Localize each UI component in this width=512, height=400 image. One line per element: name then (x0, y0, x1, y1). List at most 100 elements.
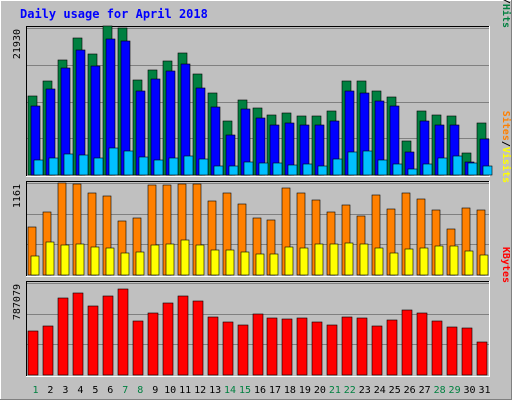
bar-sites-day-5 (90, 246, 100, 276)
bar-pages-day-9 (153, 159, 164, 176)
bar-pages-day-5 (93, 157, 104, 176)
bar-kbytes-day-9 (147, 312, 159, 376)
x-tick-day-7: 7 (122, 385, 128, 396)
bar-kbytes-day-28 (431, 320, 443, 376)
bar-sites-day-14 (225, 249, 235, 276)
x-tick-day-11: 11 (179, 385, 191, 396)
bar-kbytes-day-15 (237, 324, 249, 376)
x-tick-day-1: 1 (32, 385, 38, 396)
bar-kbytes-day-26 (401, 309, 413, 376)
x-axis-tick-labels: 1 2 3 4 5 6 7 8 9 10 11 12 13 14 15 16 17 18 19 20 21 22 23 24 2… (32, 385, 490, 396)
bar-pages-day-24 (377, 159, 388, 176)
x-tick-day-12: 12 (194, 385, 206, 396)
series-files (30, 38, 490, 176)
legend-entry: Hits (500, 4, 512, 28)
bar-pages-day-31 (482, 165, 493, 176)
bar-kbytes-day-20 (311, 321, 323, 376)
panel-max-label: 21930 (12, 29, 23, 59)
panel-legend: KBytes (500, 247, 511, 283)
x-tick-day-29: 29 (449, 385, 461, 396)
bar-sites-day-15 (240, 251, 250, 276)
series-sites (30, 239, 489, 276)
x-tick-day-15: 15 (239, 385, 251, 396)
panel-visits-sites: 1161 Sites/Visits (12, 111, 512, 277)
bar-sites-day-19 (299, 247, 309, 276)
x-tick-day-31: 31 (478, 385, 490, 396)
x-tick-day-3: 3 (62, 385, 68, 396)
x-tick-day-30: 30 (464, 385, 476, 396)
bar-pages-day-20 (317, 165, 328, 176)
legend-entry: Visits (500, 147, 512, 183)
bar-sites-day-8 (135, 251, 145, 276)
bar-kbytes-day-18 (281, 318, 293, 376)
bar-pages-day-1 (33, 159, 44, 176)
bar-pages-day-25 (392, 163, 403, 176)
bar-kbytes-day-3 (57, 297, 69, 376)
bar-kbytes-day-5 (87, 305, 99, 376)
bar-pages-day-4 (78, 154, 89, 176)
bar-pages-day-28 (437, 157, 448, 176)
bar-kbytes-day-22 (341, 316, 353, 376)
bar-pages-day-7 (123, 150, 134, 176)
x-tick-day-28: 28 (434, 385, 446, 396)
x-tick-day-2: 2 (47, 385, 53, 396)
bar-sites-day-21 (329, 243, 339, 276)
bar-kbytes-day-27 (416, 312, 428, 376)
x-tick-day-22: 22 (344, 385, 356, 396)
x-tick-day-13: 13 (209, 385, 221, 396)
bar-kbytes-day-11 (177, 295, 189, 376)
x-tick-day-18: 18 (284, 385, 296, 396)
legend-entry: Sites (500, 111, 512, 141)
bar-pages-day-30 (467, 162, 478, 176)
bar-pages-day-3 (63, 153, 74, 176)
x-tick-day-21: 21 (329, 385, 341, 396)
x-tick-day-10: 10 (164, 385, 176, 396)
bar-kbytes-day-29 (446, 326, 458, 376)
bar-kbytes-day-6 (102, 295, 114, 376)
bar-sites-day-1 (30, 255, 40, 276)
bar-files-day-13 (210, 106, 221, 176)
series-pages (33, 147, 493, 176)
panel-max-label: 1161 (12, 184, 23, 208)
bar-sites-day-12 (195, 244, 205, 276)
bar-pages-day-8 (138, 156, 149, 176)
panel-hits-files-pages: 21930 Pages/Files/Hits (12, 0, 512, 177)
bar-kbytes-day-12 (192, 300, 204, 376)
panel-kbytes: 787079 KBytes (12, 247, 511, 377)
bar-sites-day-31 (479, 254, 489, 276)
x-tick-day-25: 25 (389, 385, 401, 396)
panel-max-label: 787079 (12, 284, 23, 320)
bar-pages-day-11 (183, 155, 194, 176)
bar-pages-day-19 (302, 163, 313, 176)
bar-kbytes-day-31 (476, 341, 488, 376)
bar-pages-day-15 (243, 161, 254, 176)
bar-pages-day-2 (48, 157, 59, 176)
panel-legend: Pages/Files/Hits (500, 0, 512, 28)
chart-title: Daily usage for April 2018 (20, 7, 208, 21)
x-tick-day-19: 19 (299, 385, 311, 396)
x-tick-day-5: 5 (92, 385, 98, 396)
bar-sites-day-2 (45, 241, 55, 276)
bar-pages-day-6 (108, 147, 119, 176)
bar-sites-day-13 (210, 249, 220, 276)
bar-sites-day-18 (284, 246, 294, 276)
bar-sites-day-4 (75, 243, 85, 276)
bar-pages-day-10 (168, 157, 179, 176)
bar-sites-day-11 (180, 239, 190, 276)
series-kbytes (27, 288, 488, 376)
x-tick-day-8: 8 (137, 385, 143, 396)
bar-pages-day-21 (332, 158, 343, 176)
bar-sites-day-10 (165, 243, 175, 276)
bar-pages-day-16 (258, 162, 269, 176)
bar-pages-day-12 (198, 158, 209, 176)
legend-entry: KBytes (500, 247, 511, 283)
bar-pages-day-22 (347, 151, 358, 176)
bar-sites-day-20 (314, 243, 324, 276)
bar-sites-day-30 (464, 250, 474, 276)
legend-entry: / (500, 0, 511, 4)
legend-entry: / (500, 141, 511, 147)
x-tick-day-4: 4 (77, 385, 83, 396)
x-tick-day-24: 24 (374, 385, 386, 396)
bar-kbytes-day-13 (207, 316, 219, 376)
